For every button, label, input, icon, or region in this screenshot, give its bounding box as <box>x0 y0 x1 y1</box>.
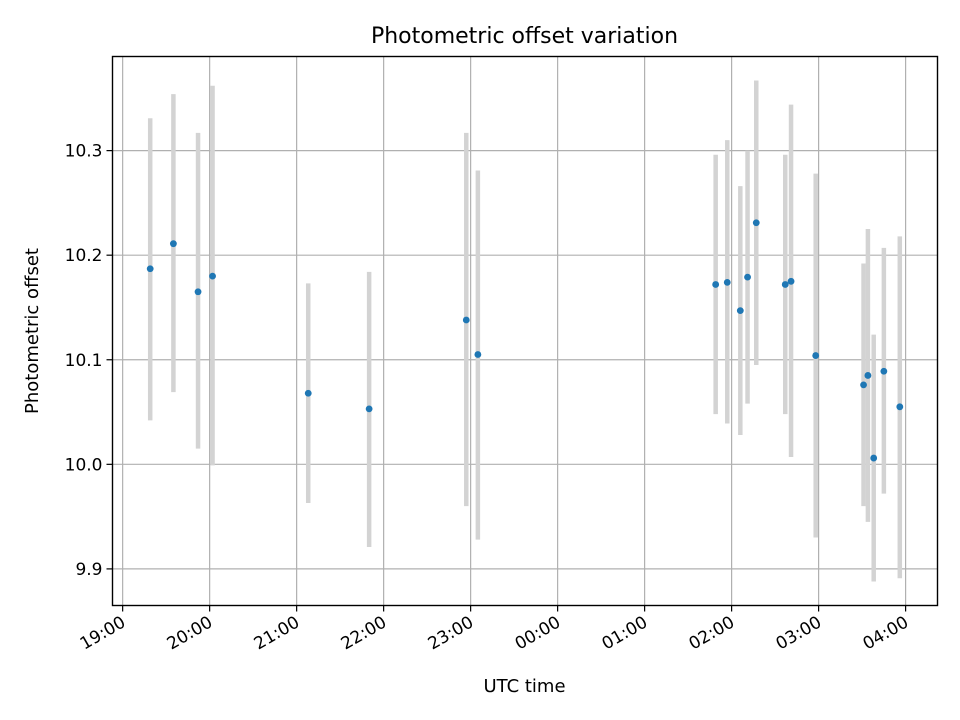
x-tick-label: 03:00 <box>773 613 825 655</box>
data-point <box>812 352 820 359</box>
x-tick-label: 23:00 <box>425 613 477 655</box>
x-tick-label: 01:00 <box>599 613 651 655</box>
data-point <box>194 288 202 296</box>
y-axis: 9.9 10.0 10.1 10.2 10.3 <box>65 142 113 580</box>
data-point <box>304 389 312 397</box>
x-tick-label: 04:00 <box>860 613 912 655</box>
data-point <box>712 281 720 288</box>
grid <box>112 56 938 606</box>
x-tick-label: 20:00 <box>164 613 216 655</box>
data-point <box>781 281 789 288</box>
points <box>146 219 904 462</box>
x-tick-label: 19:00 <box>77 613 129 655</box>
y-tick-label: 9.9 <box>75 560 102 580</box>
x-tick-label: 21:00 <box>251 613 303 655</box>
data-point <box>365 405 373 413</box>
x-axis: 19:00 20:00 21:00 22:00 23:00 00:00 01:00 02:00… <box>77 605 912 655</box>
data-point <box>880 367 888 375</box>
x-tick-label: 00:00 <box>512 613 564 655</box>
chart-title: Photometric offset variation <box>371 24 678 49</box>
data-point <box>474 351 482 358</box>
data-point <box>896 403 904 411</box>
y-tick-label: 10.2 <box>65 246 103 266</box>
x-tick-label: 22:00 <box>338 613 390 655</box>
data-point <box>860 381 867 389</box>
errorbars <box>147 80 903 582</box>
y-tick-label: 10.0 <box>65 455 103 475</box>
data-point <box>787 277 795 285</box>
data-point <box>146 265 154 273</box>
x-tick-label: 02:00 <box>686 613 738 655</box>
data-point <box>169 240 177 248</box>
plot-frame <box>111 55 939 607</box>
data-point <box>209 272 216 280</box>
data-point <box>864 372 872 379</box>
data-point <box>462 316 470 324</box>
x-axis-label: UTC time <box>483 676 565 697</box>
y-tick-label: 10.3 <box>65 142 103 162</box>
y-axis-label: Photometric offset <box>22 248 43 414</box>
data-point <box>744 273 751 281</box>
data-point <box>723 278 731 286</box>
data-point <box>736 307 744 315</box>
data-point <box>752 219 760 227</box>
y-tick-label: 10.1 <box>65 351 103 371</box>
data-point <box>870 454 878 462</box>
